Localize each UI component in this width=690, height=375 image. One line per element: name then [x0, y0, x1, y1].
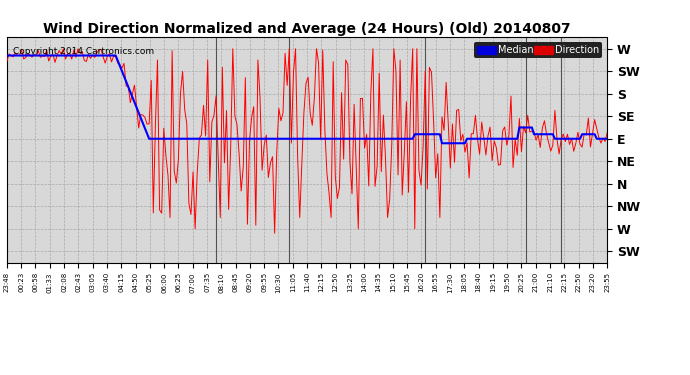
- Legend: Median, Direction: Median, Direction: [474, 42, 602, 58]
- Text: Copyright 2014 Cartronics.com: Copyright 2014 Cartronics.com: [13, 46, 154, 56]
- Title: Wind Direction Normalized and Average (24 Hours) (Old) 20140807: Wind Direction Normalized and Average (2…: [43, 22, 571, 36]
